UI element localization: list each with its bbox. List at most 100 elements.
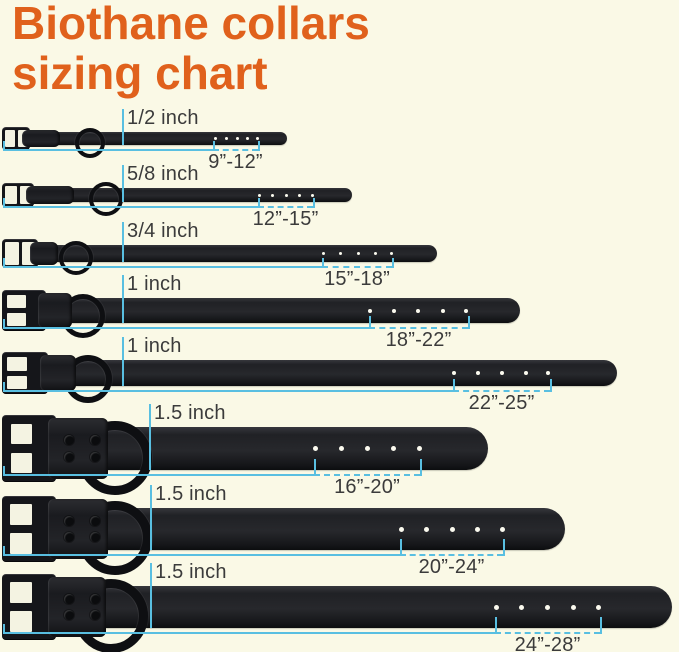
strap-hole xyxy=(389,252,393,255)
rivet xyxy=(64,532,74,542)
collar-strap xyxy=(18,508,565,550)
measure-line-dashed xyxy=(369,327,468,329)
collar-strap xyxy=(18,188,352,202)
o-ring xyxy=(78,420,152,495)
rivet xyxy=(90,594,100,604)
strap-hole xyxy=(213,137,217,140)
buckle-window xyxy=(11,424,32,444)
o-ring xyxy=(64,355,112,403)
measure-line-solid xyxy=(3,206,258,208)
buckle-window xyxy=(11,453,32,473)
strap-hole xyxy=(464,308,468,313)
strap-hole xyxy=(544,604,550,610)
rivet xyxy=(90,516,100,526)
measure-tick-start xyxy=(3,198,5,208)
width-label: 1 inch xyxy=(127,335,182,357)
strap-hole xyxy=(224,137,228,140)
strap-hole xyxy=(524,371,528,375)
strap-hole xyxy=(476,371,480,375)
buckle-window xyxy=(7,295,26,308)
measure-tick-dash-start xyxy=(314,459,316,476)
strap-hole xyxy=(570,604,576,610)
strap-hole xyxy=(321,252,325,255)
measure-tick-dash-end xyxy=(392,258,394,268)
strap-hole xyxy=(310,193,314,197)
collar-strap xyxy=(18,586,672,628)
rivet xyxy=(64,435,74,445)
strap-hole xyxy=(416,446,422,451)
strap-hole xyxy=(270,193,274,197)
strap-hole xyxy=(235,137,239,140)
strap-hole xyxy=(423,526,429,532)
measure-tick-start xyxy=(3,382,5,392)
size-range-label: 16”-20” xyxy=(334,476,400,498)
measure-tick-dash-start xyxy=(453,379,455,392)
buckle-fold xyxy=(40,355,76,391)
size-range-label: 24”-28” xyxy=(514,634,581,652)
width-tick xyxy=(149,404,151,470)
rivet xyxy=(90,435,100,445)
buckle-window xyxy=(10,504,32,525)
buckle-window xyxy=(10,582,32,603)
strap-hole xyxy=(390,446,396,451)
buckle-fold xyxy=(22,130,60,147)
strap-hole xyxy=(364,446,370,451)
collar-strap xyxy=(18,245,437,262)
strap-hole xyxy=(373,252,377,255)
buckle-frame xyxy=(2,127,30,150)
measure-tick-dash-start xyxy=(369,316,371,329)
page-title: Biothane collars sizing chart xyxy=(12,0,370,98)
rivet xyxy=(64,452,74,462)
size-range-label: 22”-25” xyxy=(468,392,535,414)
width-tick xyxy=(122,275,124,323)
width-tick xyxy=(150,485,152,550)
strap-hole xyxy=(257,193,261,197)
strap-hole xyxy=(255,137,259,140)
width-tick xyxy=(122,222,124,262)
strap-hole xyxy=(546,371,550,375)
strap-hole xyxy=(356,252,360,255)
width-label: 5/8 inch xyxy=(127,163,199,185)
width-tick xyxy=(122,109,124,145)
measure-tick-dash-start xyxy=(213,141,215,151)
buckle-fold xyxy=(48,418,108,479)
buckle-window xyxy=(10,533,32,554)
collar-strap xyxy=(18,132,287,145)
buckle-fold xyxy=(26,186,74,204)
buckle-frame xyxy=(2,496,56,562)
measure-tick-start xyxy=(3,546,5,556)
strap-hole xyxy=(518,604,524,610)
measure-line-solid xyxy=(3,554,400,556)
rivet xyxy=(90,532,100,542)
size-range-label: 9”-12” xyxy=(208,151,263,173)
collar-strap xyxy=(18,427,488,470)
measure-tick-dash-end xyxy=(313,198,315,208)
strap-hole xyxy=(338,252,342,255)
buckle-window xyxy=(5,130,15,147)
width-tick xyxy=(122,337,124,386)
buckle-window xyxy=(17,130,27,147)
measure-line-solid xyxy=(3,474,314,476)
measure-tick-dash-start xyxy=(495,617,497,634)
measure-tick-dash-start xyxy=(400,539,402,556)
measure-tick-dash-end xyxy=(468,316,470,329)
strap-hole xyxy=(368,308,372,313)
rivet xyxy=(90,610,100,620)
width-label: 3/4 inch xyxy=(127,220,199,242)
width-label: 1 inch xyxy=(127,273,182,295)
strap-hole xyxy=(416,308,420,313)
title-line-2: sizing chart xyxy=(12,47,268,99)
strap-hole xyxy=(398,526,404,532)
rivet xyxy=(64,516,74,526)
width-tick xyxy=(150,563,152,628)
strap-hole xyxy=(245,137,249,140)
measure-line-dashed xyxy=(314,474,420,476)
o-ring xyxy=(59,240,93,275)
size-range-label: 18”-22” xyxy=(385,329,452,351)
buckle-window xyxy=(5,242,19,265)
buckle-fold xyxy=(30,242,58,265)
width-label: 1.5 inch xyxy=(155,561,227,583)
measure-tick-dash-start xyxy=(322,258,324,268)
buckle-fold xyxy=(48,577,106,637)
